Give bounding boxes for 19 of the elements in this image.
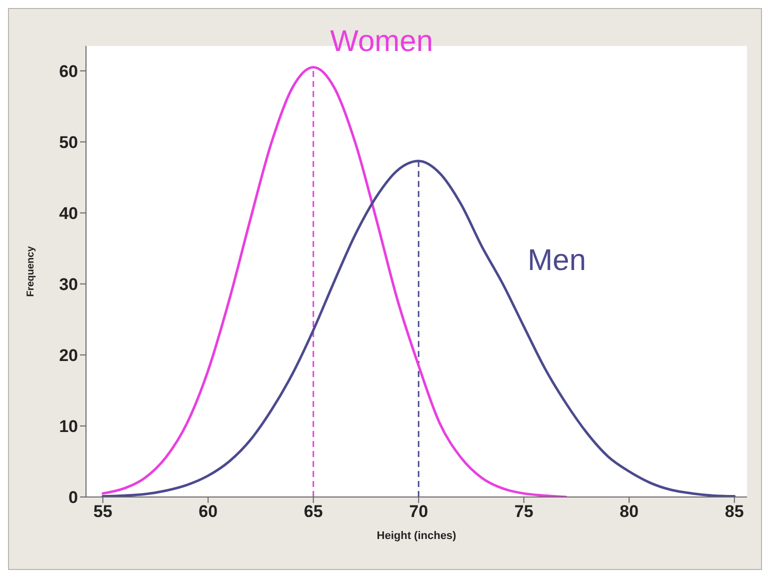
x-tick-label: 60	[198, 502, 218, 522]
y-tick-label: 10	[59, 417, 78, 436]
x-tick-label: 65	[304, 502, 323, 522]
series-label: Men	[528, 244, 586, 278]
x-tick-label: 85	[724, 502, 744, 522]
x-tick-label: 55	[93, 502, 112, 522]
y-tick-label: 60	[59, 62, 78, 81]
line-series	[102, 160, 736, 497]
x-tick-label: 70	[409, 502, 428, 522]
series-label: Women	[330, 25, 434, 60]
y-tick-label: 50	[59, 132, 78, 152]
y-tick-label: 40	[59, 204, 78, 223]
x-tick-label: 75	[514, 502, 534, 522]
y-tick-label: 0	[68, 488, 78, 508]
x-tick-label: 80	[620, 502, 639, 522]
x-axis-title: Height (inches)	[376, 530, 457, 542]
y-tick-label: 30	[59, 274, 78, 294]
y-axis-title: Frequency	[26, 246, 37, 297]
y-tick-label: 20	[59, 346, 78, 365]
